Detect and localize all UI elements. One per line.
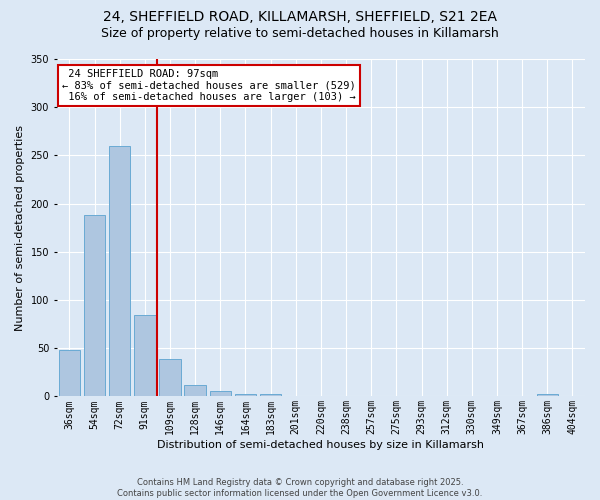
Bar: [184, 385, 206, 396]
Bar: [84, 215, 105, 396]
Bar: [260, 394, 281, 396]
X-axis label: Distribution of semi-detached houses by size in Killamarsh: Distribution of semi-detached houses by …: [157, 440, 484, 450]
Bar: [59, 350, 80, 397]
Text: 24 SHEFFIELD ROAD: 97sqm
← 83% of semi-detached houses are smaller (529)
 16% of: 24 SHEFFIELD ROAD: 97sqm ← 83% of semi-d…: [62, 69, 356, 102]
Y-axis label: Number of semi-detached properties: Number of semi-detached properties: [15, 124, 25, 330]
Bar: [536, 394, 558, 396]
Text: Contains HM Land Registry data © Crown copyright and database right 2025.
Contai: Contains HM Land Registry data © Crown c…: [118, 478, 482, 498]
Bar: [235, 394, 256, 396]
Bar: [160, 359, 181, 397]
Text: 24, SHEFFIELD ROAD, KILLAMARSH, SHEFFIELD, S21 2EA: 24, SHEFFIELD ROAD, KILLAMARSH, SHEFFIEL…: [103, 10, 497, 24]
Text: Size of property relative to semi-detached houses in Killamarsh: Size of property relative to semi-detach…: [101, 28, 499, 40]
Bar: [134, 316, 155, 396]
Bar: [109, 146, 130, 397]
Bar: [209, 390, 231, 396]
